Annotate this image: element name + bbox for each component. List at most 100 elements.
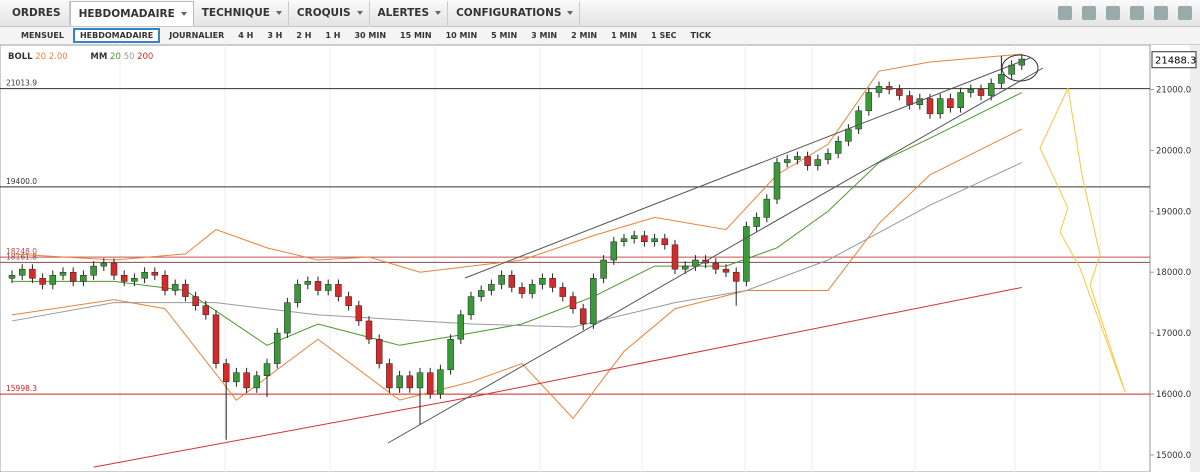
candle-body <box>8 275 16 279</box>
candle-body <box>508 275 516 288</box>
toolbar-icons <box>1058 6 1192 20</box>
candle-body <box>712 262 720 270</box>
candle-body <box>885 86 893 90</box>
candle-body <box>294 284 301 303</box>
candle-body <box>875 86 883 93</box>
timeframe-button[interactable]: 1 MIN <box>611 31 638 40</box>
timeframe-button[interactable]: 3 MIN <box>531 31 558 40</box>
icon-button[interactable] <box>1106 6 1120 20</box>
icon-button[interactable] <box>1058 6 1072 20</box>
indicator-line <box>11 53 1022 273</box>
icon-button[interactable] <box>1154 6 1168 20</box>
level-label: 18161.8 <box>6 252 37 261</box>
candle-body <box>273 332 281 364</box>
timeframe-button[interactable]: HEBDOMADAIRE <box>72 28 161 43</box>
last-price-box <box>1151 51 1197 69</box>
highlight-ellipse <box>1001 54 1039 82</box>
candle-body <box>222 363 230 383</box>
candle-body <box>620 238 628 242</box>
timeframe-button[interactable]: JOURNALIER <box>169 31 225 40</box>
legend-param: 50 <box>124 52 135 62</box>
timeframe-button[interactable]: 3 H <box>267 31 283 40</box>
candle-body <box>763 198 771 218</box>
icon-button[interactable] <box>1178 6 1192 20</box>
chart: 15000.0 16000.0 17000.0 18000.0 19000.0 20000… <box>0 45 1200 472</box>
candle-body <box>212 314 220 364</box>
level-label: 18248.0 <box>6 247 37 256</box>
legend-param: 2.00 <box>49 52 68 62</box>
y-tick-label: 20000.0 <box>1156 146 1191 156</box>
candle-body <box>753 217 760 227</box>
timeframe-button[interactable]: 30 MIN <box>354 31 387 40</box>
candle-body <box>151 271 159 276</box>
candle-body <box>528 284 536 294</box>
candle-body <box>171 284 179 291</box>
candle-body <box>202 305 210 316</box>
candle-body <box>947 98 954 108</box>
candle-body <box>579 308 587 325</box>
icon-button[interactable] <box>1082 6 1096 20</box>
legend-param: 20 <box>35 52 46 62</box>
candle-body <box>834 140 842 154</box>
candle-body <box>90 265 97 276</box>
candle-body <box>467 296 475 316</box>
candle-body <box>355 305 363 322</box>
plot-area <box>0 45 1151 472</box>
icon-button[interactable] <box>1130 6 1144 20</box>
menu-bar: ORDRES HEBDOMADAIRE TECHNIQUE CROQUIS AL… <box>0 0 1200 27</box>
candle-body <box>69 271 77 282</box>
candle-body <box>743 226 750 282</box>
indicator-line <box>11 162 1023 328</box>
plot: 15000.0 16000.0 17000.0 18000.0 19000.0 20000… <box>0 45 1191 472</box>
candle-body <box>426 372 434 395</box>
candle-body <box>345 296 352 306</box>
y-tick-label: 18000.0 <box>1156 268 1191 278</box>
candle-body <box>824 153 832 160</box>
candle-body <box>498 275 505 285</box>
candle-body <box>804 156 811 166</box>
timeframe-button[interactable]: 2 H <box>296 31 312 40</box>
timeframe-button[interactable]: MENSUEL <box>21 31 64 40</box>
candle-body <box>896 89 903 96</box>
candle-body <box>141 271 148 279</box>
menu-item[interactable]: ALERTES <box>370 1 449 25</box>
candle-body <box>120 275 128 282</box>
y-tick-label: 21000.0 <box>1156 85 1191 95</box>
timeframe-button[interactable]: 2 MIN <box>571 31 598 40</box>
candle-body <box>182 284 189 297</box>
timeframe-button[interactable]: 15 MIN <box>400 31 432 40</box>
indicator-line <box>93 286 1022 468</box>
candle-body <box>549 278 556 288</box>
timeframe-button[interactable]: 4 H <box>238 31 254 40</box>
candle-body <box>610 241 618 261</box>
menu-item[interactable]: TECHNIQUE <box>194 1 289 25</box>
timeframe-button[interactable]: TICK <box>690 31 712 40</box>
legend-param: 200 <box>137 52 153 62</box>
candle-body <box>692 259 699 267</box>
menu-item[interactable]: CONFIGURATIONS <box>448 1 581 25</box>
menu-item[interactable]: HEBDOMADAIRE <box>69 0 194 26</box>
candle-body <box>416 372 424 389</box>
candle-body <box>732 271 740 282</box>
candle-body <box>906 95 913 105</box>
candle-body <box>161 275 169 291</box>
drawings <box>387 54 1126 444</box>
candle-body <box>243 372 250 389</box>
candle-body <box>630 235 638 239</box>
candle-body <box>324 284 332 291</box>
scrollbar[interactable] <box>1190 45 1200 472</box>
time-grid <box>119 45 1101 472</box>
timeframe-button[interactable]: 1 H <box>325 31 341 40</box>
timeframe-button[interactable]: 1 SEC <box>651 31 677 40</box>
trend-line <box>464 57 1031 279</box>
legend: BOLL 20 2.00 MM 20 50 200 <box>8 52 153 62</box>
y-tick-label: 17000.0 <box>1156 329 1191 339</box>
menu-item[interactable]: ORDRES <box>4 1 70 25</box>
candle-body <box>926 98 934 115</box>
timeframe-button[interactable]: 10 MIN <box>445 31 478 40</box>
indicator-line <box>11 128 1023 420</box>
candle-body <box>253 375 261 389</box>
candle-body <box>192 296 199 306</box>
timeframe-button[interactable]: 5 MIN <box>491 31 518 40</box>
menu-item[interactable]: CROQUIS <box>289 1 370 25</box>
